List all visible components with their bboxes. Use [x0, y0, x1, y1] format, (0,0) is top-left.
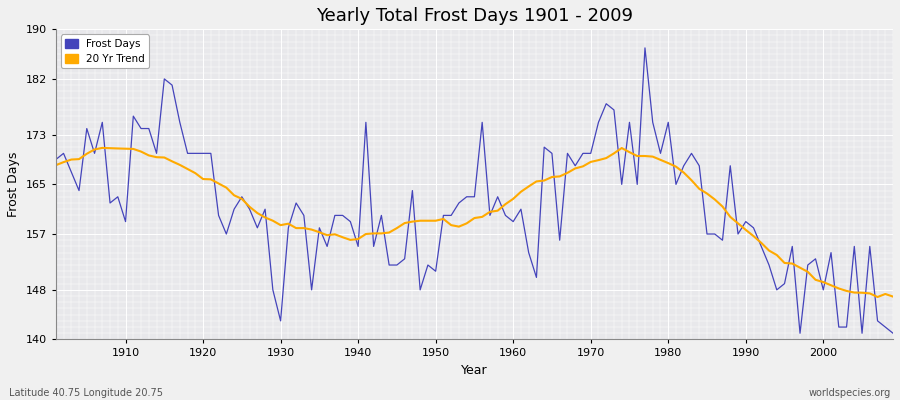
Frost Days [601, 101, 612, 106]
Frost Days [508, 219, 518, 224]
20 Yr Trend [338, 235, 348, 240]
Frost Days [887, 331, 898, 336]
20 Yr Trend [291, 226, 302, 230]
Frost Days [795, 331, 806, 336]
Frost Days [112, 194, 123, 199]
Legend: Frost Days, 20 Yr Trend: Frost Days, 20 Yr Trend [61, 34, 148, 68]
Frost Days [500, 213, 511, 218]
20 Yr Trend [97, 146, 108, 150]
Frost Days [640, 46, 651, 50]
20 Yr Trend [50, 163, 61, 168]
20 Yr Trend [508, 196, 518, 201]
Y-axis label: Frost Days: Frost Days [7, 152, 20, 217]
20 Yr Trend [608, 151, 619, 156]
Frost Days [50, 157, 61, 162]
X-axis label: Year: Year [461, 364, 488, 377]
Title: Yearly Total Frost Days 1901 - 2009: Yearly Total Frost Days 1901 - 2009 [316, 7, 633, 25]
Line: Frost Days: Frost Days [56, 48, 893, 333]
20 Yr Trend [872, 294, 883, 299]
Frost Days [283, 226, 293, 230]
20 Yr Trend [887, 294, 898, 299]
20 Yr Trend [516, 189, 526, 194]
Text: Latitude 40.75 Longitude 20.75: Latitude 40.75 Longitude 20.75 [9, 388, 163, 398]
Text: worldspecies.org: worldspecies.org [809, 388, 891, 398]
Frost Days [329, 213, 340, 218]
Line: 20 Yr Trend: 20 Yr Trend [56, 148, 893, 297]
20 Yr Trend [121, 146, 131, 151]
